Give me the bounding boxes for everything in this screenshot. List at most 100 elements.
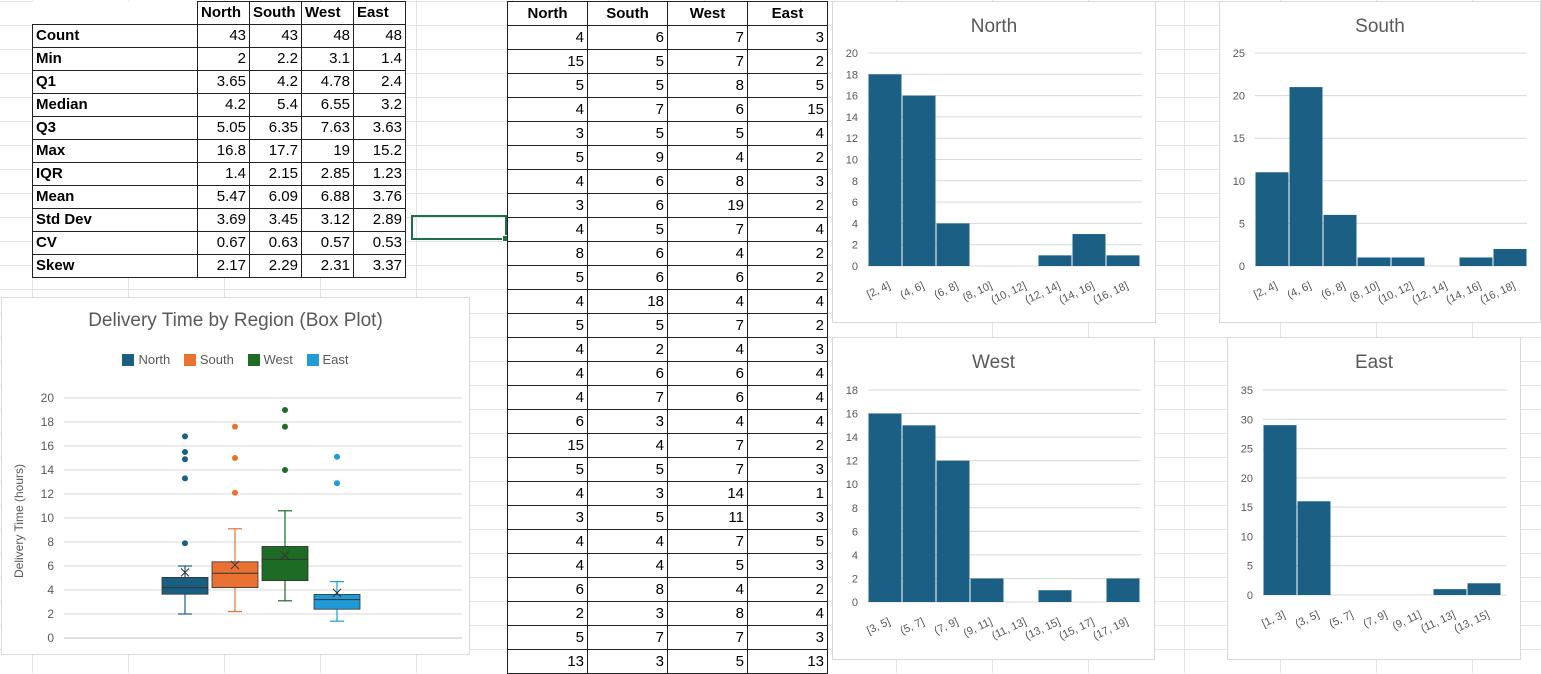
raw-cell[interactable]: 1 (747, 481, 828, 506)
raw-cell[interactable]: 5 (667, 121, 748, 146)
raw-cell[interactable]: 5 (507, 625, 588, 650)
histogram-west[interactable]: West 0 2 4 6 8 10 12 14 16 18 [3, 5] (5, 7] (7, 9] (9… (832, 337, 1155, 660)
raw-cell[interactable]: 3 (587, 409, 668, 434)
stats-cell[interactable]: 1.23 (353, 162, 406, 186)
raw-cell[interactable]: 2 (747, 313, 828, 338)
stats-row-label[interactable]: Min (32, 47, 198, 71)
raw-cell[interactable]: 3 (507, 193, 588, 218)
raw-cell[interactable]: 15 (507, 49, 588, 74)
stats-cell[interactable]: 3.12 (301, 208, 354, 232)
stats-col-header[interactable]: West (301, 1, 354, 25)
raw-cell[interactable]: 4 (587, 433, 668, 458)
stats-cell[interactable]: 6.88 (301, 185, 354, 209)
selected-cell[interactable] (411, 215, 509, 242)
stats-cell[interactable]: 2.89 (353, 208, 406, 232)
stats-cell[interactable]: 2.17 (197, 254, 250, 278)
raw-cell[interactable]: 13 (747, 649, 828, 674)
stats-cell[interactable]: 3.45 (249, 208, 302, 232)
stats-cell[interactable]: 2.85 (301, 162, 354, 186)
raw-cell[interactable]: 4 (507, 553, 588, 578)
raw-cell[interactable]: 2 (507, 601, 588, 626)
raw-cell[interactable]: 4 (667, 577, 748, 602)
raw-cell[interactable]: 7 (667, 433, 748, 458)
stats-cell[interactable]: 5.05 (197, 116, 250, 140)
raw-col-header[interactable]: West (667, 1, 748, 26)
raw-cell[interactable]: 8 (667, 601, 748, 626)
raw-cell[interactable]: 4 (747, 121, 828, 146)
raw-cell[interactable]: 3 (587, 649, 668, 674)
stats-cell[interactable]: 5.4 (249, 93, 302, 117)
stats-cell[interactable]: 2.2 (249, 47, 302, 71)
raw-cell[interactable]: 6 (667, 361, 748, 386)
raw-cell[interactable]: 7 (667, 25, 748, 50)
stats-row-label[interactable]: Max (32, 139, 198, 163)
stats-row-label[interactable]: CV (32, 231, 198, 255)
stats-cell[interactable]: 4.2 (197, 93, 250, 117)
raw-cell[interactable]: 4 (507, 529, 588, 554)
stats-row-label[interactable]: Std Dev (32, 208, 198, 232)
boxplot-chart[interactable]: Delivery Time by Region (Box Plot) North… (1, 297, 470, 655)
raw-cell[interactable]: 4 (507, 289, 588, 314)
raw-cell[interactable]: 7 (667, 49, 748, 74)
stats-cell[interactable]: 0.57 (301, 231, 354, 255)
raw-cell[interactable]: 7 (667, 313, 748, 338)
raw-cell[interactable]: 14 (667, 481, 748, 506)
stats-cell[interactable]: 5.47 (197, 185, 250, 209)
histogram-east[interactable]: East 0 5 10 15 20 25 30 35 [1, 3] (3, 5] (5, 7] (7,… (1227, 337, 1521, 660)
raw-cell[interactable]: 2 (747, 265, 828, 290)
raw-cell[interactable]: 3 (747, 625, 828, 650)
raw-cell[interactable]: 3 (747, 337, 828, 362)
stats-row-label[interactable]: Q1 (32, 70, 198, 94)
raw-cell[interactable]: 6 (587, 265, 668, 290)
raw-cell[interactable]: 3 (587, 601, 668, 626)
raw-cell[interactable]: 5 (587, 73, 668, 98)
stats-cell[interactable]: 4.78 (301, 70, 354, 94)
stats-cell[interactable]: 3.37 (353, 254, 406, 278)
raw-cell[interactable]: 2 (747, 145, 828, 170)
raw-cell[interactable]: 4 (587, 553, 668, 578)
stats-cell[interactable]: 2 (197, 47, 250, 71)
stats-col-header[interactable]: North (197, 1, 250, 25)
raw-cell[interactable]: 7 (667, 457, 748, 482)
raw-cell[interactable]: 4 (507, 97, 588, 122)
raw-cell[interactable]: 5 (507, 313, 588, 338)
raw-cell[interactable]: 7 (587, 385, 668, 410)
raw-cell[interactable]: 5 (587, 49, 668, 74)
raw-cell[interactable]: 5 (667, 649, 748, 674)
raw-cell[interactable]: 2 (747, 241, 828, 266)
raw-cell[interactable]: 8 (667, 169, 748, 194)
raw-cell[interactable]: 6 (587, 361, 668, 386)
stats-cell[interactable]: 1.4 (353, 47, 406, 71)
raw-cell[interactable]: 2 (747, 193, 828, 218)
raw-cell[interactable]: 5 (507, 73, 588, 98)
raw-cell[interactable]: 7 (587, 97, 668, 122)
stats-cell[interactable]: 3.63 (353, 116, 406, 140)
raw-cell[interactable]: 15 (747, 97, 828, 122)
raw-cell[interactable]: 3 (747, 169, 828, 194)
stats-cell[interactable]: 6.55 (301, 93, 354, 117)
raw-cell[interactable]: 4 (667, 289, 748, 314)
raw-cell[interactable]: 5 (507, 265, 588, 290)
histogram-south[interactable]: South 0 5 10 15 20 25 [2, 4] (4, 6] (6, 8] (8, 10… (1219, 1, 1541, 323)
raw-cell[interactable]: 4 (747, 361, 828, 386)
stats-cell[interactable]: 43 (197, 24, 250, 48)
raw-cell[interactable]: 5 (587, 313, 668, 338)
stats-row-label[interactable]: Median (32, 93, 198, 117)
stats-cell[interactable]: 3.1 (301, 47, 354, 71)
raw-cell[interactable]: 4 (747, 409, 828, 434)
raw-cell[interactable]: 3 (747, 553, 828, 578)
raw-cell[interactable]: 4 (507, 385, 588, 410)
raw-cell[interactable]: 5 (587, 505, 668, 530)
raw-cell[interactable]: 8 (507, 241, 588, 266)
stats-cell[interactable]: 3.69 (197, 208, 250, 232)
stats-cell[interactable]: 17.7 (249, 139, 302, 163)
stats-cell[interactable]: 1.4 (197, 162, 250, 186)
raw-col-header[interactable]: East (747, 1, 828, 26)
raw-cell[interactable]: 7 (667, 529, 748, 554)
raw-cell[interactable]: 5 (587, 121, 668, 146)
raw-cell[interactable]: 4 (667, 337, 748, 362)
raw-cell[interactable]: 2 (747, 433, 828, 458)
stats-corner-cell[interactable] (32, 1, 198, 25)
raw-cell[interactable]: 9 (587, 145, 668, 170)
stats-cell[interactable]: 6.35 (249, 116, 302, 140)
